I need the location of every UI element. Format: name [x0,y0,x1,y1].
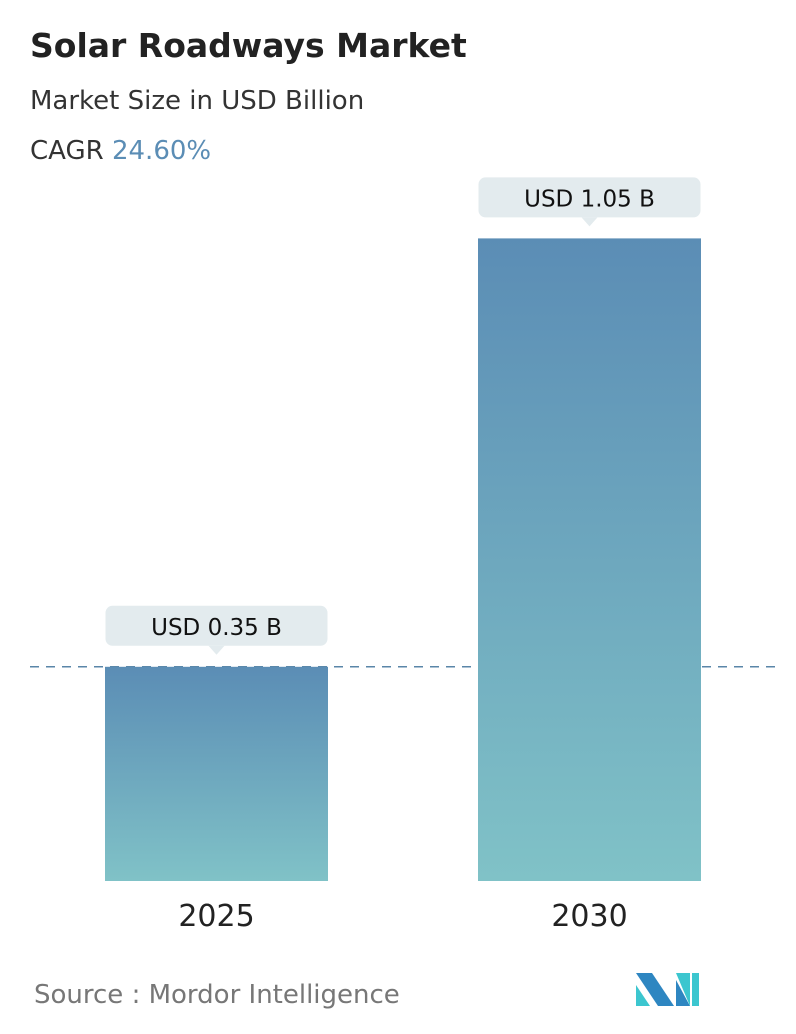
source-text: Source : Mordor Intelligence [34,980,400,1010]
x-tick-label: 2025 [178,899,254,934]
data-label: USD 0.35 B [151,615,282,641]
cagr: CAGR 24.60% [30,136,211,166]
bar-2030 [478,238,701,881]
data-label-bg [105,605,328,646]
data-label-pointer [581,217,598,227]
data-label: USD 1.05 B [524,186,655,212]
cagr-label: CAGR [30,136,104,166]
bar-2025 [105,666,328,881]
chart-title: Solar Roadways Market [30,26,467,65]
x-tick-label: 2030 [551,899,627,934]
data-label-pointer [208,645,225,655]
data-label-bg [478,177,701,218]
cagr-value: 24.60% [111,136,212,166]
chart-subtitle: Market Size in USD Billion [30,86,365,116]
